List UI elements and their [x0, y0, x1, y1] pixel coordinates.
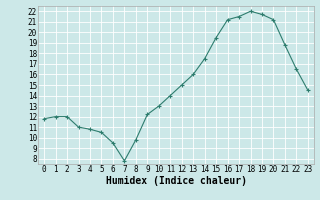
X-axis label: Humidex (Indice chaleur): Humidex (Indice chaleur) [106, 176, 246, 186]
